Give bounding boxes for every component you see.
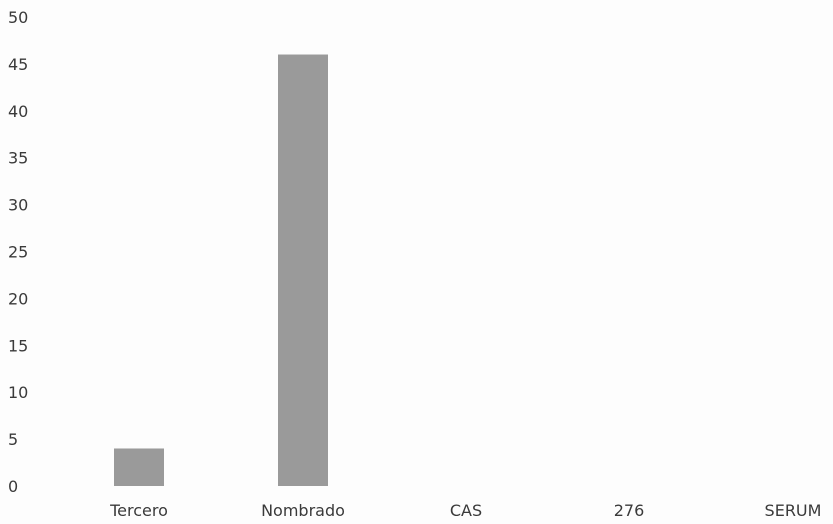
- bar-tercero: [114, 448, 164, 486]
- y-tick-label: 30: [8, 196, 28, 215]
- x-tick-label: Tercero: [109, 501, 168, 520]
- x-tick-label: SERUM: [765, 501, 822, 520]
- y-tick-label: 0: [8, 477, 18, 496]
- y-tick-label: 10: [8, 383, 28, 402]
- y-tick-label: 15: [8, 336, 28, 355]
- y-axis: 0 5 10 15 20 25 30 35 40 45 50: [8, 8, 28, 496]
- x-axis: Tercero Nombrado CAS 276 SERUM: [109, 501, 821, 520]
- y-tick-label: 25: [8, 243, 28, 262]
- y-tick-label: 35: [8, 149, 28, 168]
- x-tick-label: 276: [614, 501, 645, 520]
- y-tick-label: 45: [8, 55, 28, 74]
- y-tick-label: 5: [8, 430, 18, 449]
- x-tick-label: CAS: [450, 501, 482, 520]
- y-tick-label: 50: [8, 8, 28, 27]
- y-tick-label: 40: [8, 102, 28, 121]
- bar-nombrado: [278, 54, 328, 487]
- x-tick-label: Nombrado: [261, 501, 345, 520]
- y-tick-label: 20: [8, 289, 28, 308]
- bars: [114, 54, 328, 487]
